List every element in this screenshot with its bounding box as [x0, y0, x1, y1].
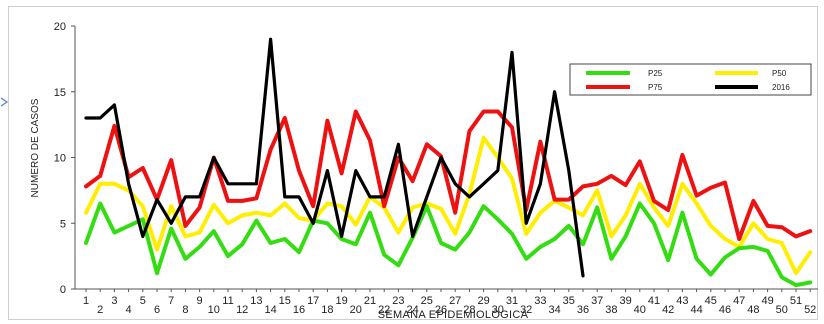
legend-label-p75: P75	[648, 83, 663, 92]
legend-label-p50: P50	[772, 69, 787, 78]
legend-label-p25: P25	[648, 69, 663, 78]
x-tick-label: 19	[335, 295, 347, 307]
x-tick-label-sub: 10	[208, 304, 220, 316]
x-tick-label: 43	[676, 295, 688, 307]
x-tick-label-sub: 32	[520, 304, 532, 316]
x-tick-label-sub: 36	[577, 304, 589, 316]
x-tick-label: 37	[591, 295, 603, 307]
x-tick-label-sub: 8	[182, 304, 188, 316]
x-tick-label-sub: 16	[293, 304, 305, 316]
y-tick-label: 10	[54, 153, 66, 165]
x-tick-label-sub: 22	[378, 304, 390, 316]
x-tick-label: 29	[477, 295, 489, 307]
x-tick-label-sub: 18	[321, 304, 333, 316]
x-tick-label-sub: 4	[126, 304, 132, 316]
x-tick-label: 7	[168, 295, 174, 307]
series-line-p25	[84, 201, 813, 288]
x-tick-label: 15	[279, 295, 291, 307]
x-tick-label: 49	[761, 295, 773, 307]
x-tick-label: 31	[506, 295, 518, 307]
x-tick-label-sub: 12	[236, 304, 248, 316]
x-tick-label: 51	[790, 295, 802, 307]
legend-box	[569, 63, 812, 96]
series-lines	[84, 37, 813, 288]
x-tick-label: 41	[648, 295, 660, 307]
x-tick-label-sub: 44	[690, 304, 702, 316]
x-tick-label: 3	[111, 295, 117, 307]
x-tick-label: 33	[534, 295, 546, 307]
x-tick-label-sub: 48	[747, 304, 759, 316]
x-tick-label-sub: 50	[776, 304, 788, 316]
y-axis: 0 5 10 15 20	[54, 21, 75, 296]
x-tick-label: 21	[364, 295, 376, 307]
series-line-2016	[84, 37, 585, 278]
y-tick-label: 15	[54, 87, 66, 99]
x-tick-label-sub: 42	[662, 304, 674, 316]
x-tick-label-sub: 2	[97, 304, 103, 316]
x-tick-label-sub: 24	[406, 304, 418, 316]
x-tick-label: 25	[421, 295, 433, 307]
x-tick-label: 17	[307, 295, 319, 307]
x-axis-label: SEMANA EPIDEMIOLÓGICA	[378, 308, 529, 321]
x-tick-label-sub: 14	[264, 304, 276, 316]
y-tick-label: 20	[54, 21, 66, 33]
x-tick-label: 27	[449, 295, 461, 307]
x-tick-label-sub: 34	[548, 304, 560, 316]
x-tick-label-sub: 46	[719, 304, 731, 316]
x-tick-label: 39	[619, 295, 631, 307]
x-tick-label: 23	[392, 295, 404, 307]
x-tick-label: 11	[222, 295, 233, 307]
x-tick-label-sub: 20	[350, 304, 362, 316]
series-line-p50	[84, 135, 813, 276]
x-tick-label: 9	[197, 295, 203, 307]
x-tick-label: 1	[83, 295, 89, 307]
x-tick-label: 13	[250, 295, 262, 307]
legend-label-2016: 2016	[772, 83, 790, 92]
x-tick-label: 45	[705, 295, 717, 307]
x-tick-label-sub: 38	[605, 304, 617, 316]
arrow-icon	[0, 97, 9, 107]
x-tick-label: 47	[733, 295, 745, 307]
legend: P25 P50 P75 2016	[569, 63, 812, 96]
x-tick-label-sub: 30	[492, 304, 504, 316]
y-tick-label: 0	[60, 284, 66, 296]
x-tick-label: 35	[563, 295, 575, 307]
x-tick-label-sub: 40	[634, 304, 646, 316]
x-axis: 1 3 5 7 9 11 13 15 17 19 21 23 25 27 29 31 33 35 37 39 41 43 4…	[83, 289, 816, 316]
x-tick-label-sub: 52	[804, 304, 816, 316]
series-line-p75	[84, 109, 813, 241]
x-tick-label-sub: 28	[463, 304, 475, 316]
x-tick-label-sub: 26	[435, 304, 447, 316]
chart-frame	[8, 6, 818, 320]
x-tick-label-sub: 6	[154, 304, 160, 316]
x-tick-label: 5	[140, 295, 146, 307]
y-axis-label: NUMERO DE CASOS	[30, 98, 41, 197]
y-tick-label: 5	[60, 218, 66, 230]
